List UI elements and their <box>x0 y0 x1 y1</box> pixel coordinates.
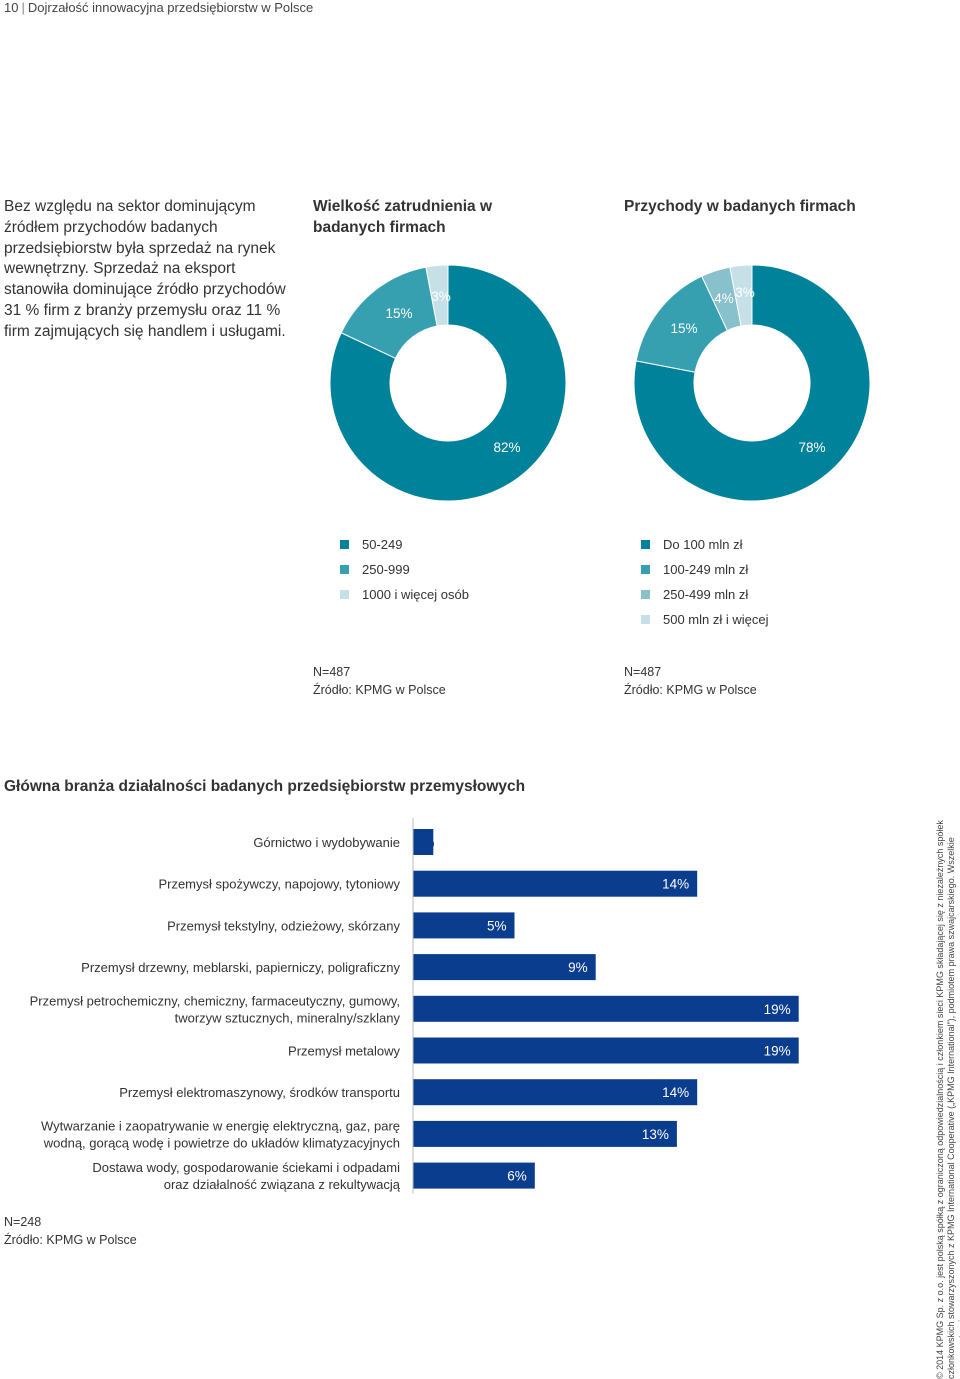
bar <box>413 954 596 981</box>
industry-chart-title: Główna branża działalności badanych prze… <box>4 778 526 795</box>
bar-value-label: 14% <box>662 877 689 892</box>
page-header-title: Dojrzałość innowacyjna przedsiębiorstw w… <box>27 0 314 15</box>
bar <box>413 912 515 939</box>
legend-label: 250-999 <box>362 562 410 577</box>
legend-swatch <box>641 540 650 549</box>
legend-label: Do 100 mln zł <box>663 537 743 552</box>
employment-slice-1 <box>329 264 567 502</box>
legend-label: 50-249 <box>362 537 403 552</box>
bar <box>413 1120 677 1147</box>
revenue-legend: Do 100 mln zł 100-249 mln zł 250-499 mln z… <box>641 537 901 647</box>
legend-label: 500 mln zł i więcej <box>663 612 769 627</box>
bar-value-label: 9% <box>568 960 588 975</box>
bar <box>413 1079 698 1106</box>
legend-swatch <box>641 615 650 624</box>
legend-swatch <box>641 565 650 574</box>
category-label: Przemysł drzewny, meblarski, papierniczy… <box>81 960 400 975</box>
bar-value-label: 5% <box>487 918 507 933</box>
revenue-slice-label: 15% <box>670 321 697 336</box>
legend-swatch <box>340 540 349 549</box>
employment-slice-label: 82% <box>493 440 520 455</box>
employment-slice-label: 3% <box>431 289 451 304</box>
page-header: 10 | Dojrzałość innowacyjna przedsiębiorst… <box>4 0 313 15</box>
revenue-chart-note: N=487 Źródło: KPMG w Polsce <box>624 664 757 699</box>
category-label: Wytwarzanie i zaopatrywanie w energię el… <box>41 1118 400 1133</box>
employment-slice-label: 15% <box>385 306 412 321</box>
bar-value-label: 19% <box>764 1044 791 1059</box>
page-number: 10 <box>4 0 19 15</box>
industry-bar-chart: 1% Górnictwo i wydobywanie 14% Przemysł spo… <box>30 818 799 1194</box>
bar <box>413 829 434 855</box>
source-note: Źródło: KPMG w Polsce <box>624 682 757 697</box>
bar-value-label: 19% <box>764 1002 791 1017</box>
legend-label: 250-499 mln zł <box>663 587 749 602</box>
bar-value-label: 13% <box>642 1127 669 1142</box>
revenue-slice-4 <box>729 264 753 327</box>
category-label: Przemysł metalowy <box>288 1044 400 1059</box>
employment-slice-3 <box>425 264 449 327</box>
copyright-notice: © 2014 KPMG Sp. z o.o. jest polską spółk… <box>935 820 960 1379</box>
category-label: Przemysł petrochemiczny, chemiczny, farm… <box>30 993 400 1008</box>
bar <box>413 1162 535 1189</box>
category-label: Przemysł spożywczy, napojowy, tytoniowy <box>158 877 400 892</box>
legend-swatch <box>641 590 650 599</box>
intro-paragraph: Bez względu na sektor dominującym źródłe… <box>4 198 286 340</box>
bar <box>413 995 799 1022</box>
bar <box>413 1037 799 1064</box>
revenue-donut-chart: 78% 15% 4% 3% <box>633 264 871 502</box>
revenue-slice-label: 3% <box>735 285 755 300</box>
revenue-slice-1 <box>633 264 871 502</box>
source-note: Źródło: KPMG w Polsce <box>4 1232 137 1247</box>
category-label: Przemysł tekstylny, odzieżowy, skórzany <box>167 918 400 933</box>
employment-legend: 50-249 250-999 1000 i więcej osób <box>340 537 600 627</box>
category-label: Dostawa wody, gospodarowanie ściekami i … <box>92 1160 400 1175</box>
sample-size: N=248 <box>4 1215 42 1229</box>
bar-value-label: 6% <box>507 1169 527 1184</box>
legend-swatch <box>340 565 349 574</box>
revenue-slice-label: 78% <box>798 440 825 455</box>
header-separator: | <box>21 0 25 15</box>
sample-size: N=487 <box>313 665 351 679</box>
industry-chart-note: N=248 Źródło: KPMG w Polsce <box>4 1214 137 1249</box>
legend-label: 100-249 mln zł <box>663 562 749 577</box>
sample-size: N=487 <box>624 665 662 679</box>
category-label: tworzyw sztucznych, mineralny/szklany <box>175 1010 401 1025</box>
bar-value-label: 1% <box>415 835 435 850</box>
bar-value-label: 14% <box>662 1085 689 1100</box>
category-label: oraz działalność związana z rekultywacją <box>164 1177 401 1192</box>
legend-swatch <box>340 590 349 599</box>
category-label: Przemysł elektromaszynowy, środków trans… <box>119 1085 400 1100</box>
bar <box>413 870 698 897</box>
source-note: Źródło: KPMG w Polsce <box>313 682 446 697</box>
employment-chart-note: N=487 Źródło: KPMG w Polsce <box>313 664 446 699</box>
revenue-chart-title: Przychody w badanych firmach <box>624 198 856 215</box>
employment-donut-chart: 82% 15% 3% <box>329 264 567 502</box>
legend-label: 1000 i więcej osób <box>362 587 469 602</box>
category-label: wodną, gorącą wodę i powietrze do układó… <box>43 1135 400 1150</box>
employment-chart-title: Wielkość zatrudnienia w badanych firmach <box>313 198 493 236</box>
category-label: Górnictwo i wydobywanie <box>253 835 400 850</box>
revenue-slice-label: 4% <box>714 291 734 306</box>
